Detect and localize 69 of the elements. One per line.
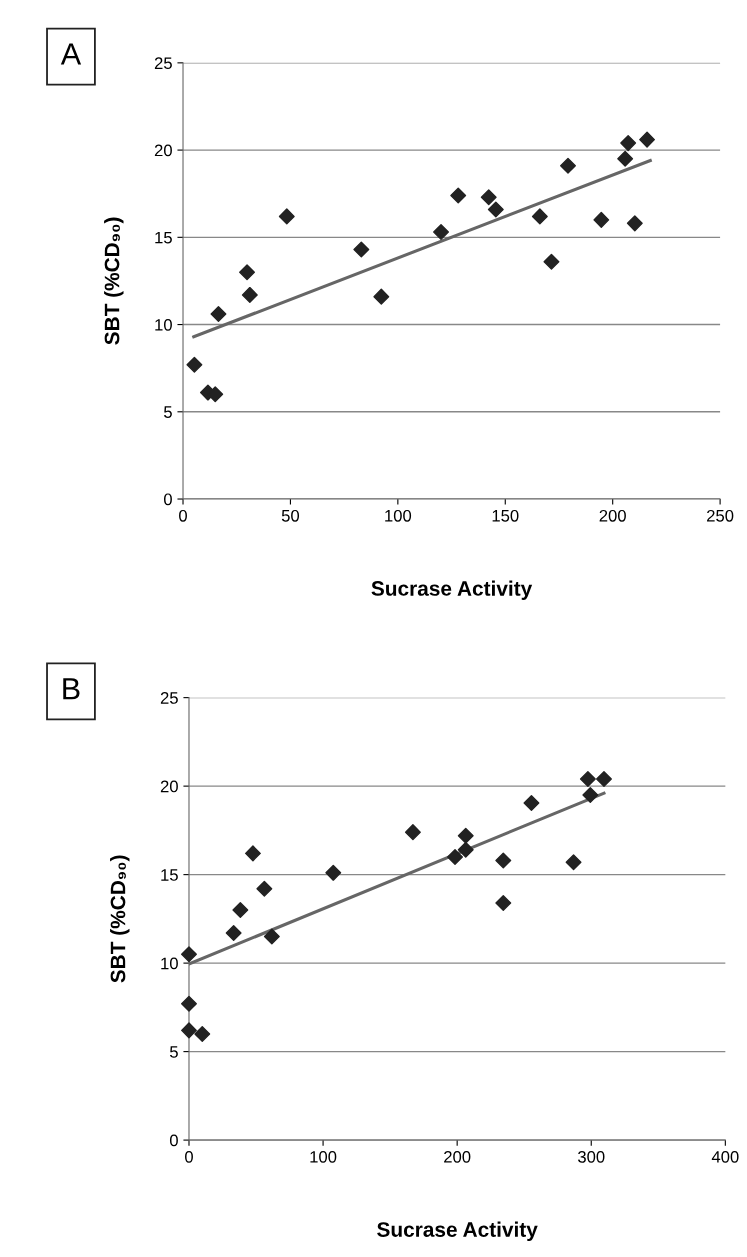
point — [639, 131, 656, 148]
y-tick-label: 0 — [169, 1134, 178, 1147]
point — [582, 786, 599, 803]
text: A — [60, 43, 82, 65]
point — [457, 827, 474, 844]
point — [433, 224, 450, 241]
point — [531, 208, 548, 225]
point — [565, 854, 582, 871]
point — [353, 241, 370, 258]
point — [596, 771, 612, 788]
point — [617, 150, 634, 167]
x-tick-label: 50 — [281, 509, 300, 522]
point — [194, 1025, 211, 1042]
x-tick-label: 100 — [385, 509, 412, 522]
point — [186, 356, 203, 373]
x-tick-label: 150 — [492, 509, 519, 522]
point — [263, 928, 280, 945]
y-axis-title: SBT (%CD₉₀) — [104, 217, 124, 345]
point — [239, 264, 256, 281]
y-axis-title: SBT (%CD₉₀) — [110, 855, 130, 983]
point — [495, 894, 512, 911]
x-tick-label: 200 — [599, 509, 626, 522]
point — [404, 824, 421, 841]
text: B — [63, 678, 80, 700]
point — [523, 794, 540, 811]
point — [232, 902, 249, 918]
point — [579, 771, 596, 788]
point — [181, 1022, 197, 1039]
point — [593, 211, 610, 228]
y-tick-label: 10 — [155, 318, 172, 331]
point — [560, 157, 576, 174]
point — [447, 848, 463, 865]
point — [495, 852, 512, 869]
point — [278, 208, 295, 225]
point — [457, 841, 474, 858]
y-tick-label: 0 — [163, 493, 172, 506]
x-axis-title: Sucrase Activity — [377, 1221, 538, 1242]
point — [626, 215, 643, 232]
point — [543, 253, 560, 270]
point — [241, 286, 258, 303]
y-tick-label: 5 — [164, 406, 172, 418]
point — [181, 946, 197, 963]
point — [620, 135, 637, 152]
point — [210, 306, 227, 323]
y-tick-label: 20 — [154, 144, 172, 157]
y-tick-label: 25 — [160, 692, 178, 704]
x-tick-label: 100 — [310, 1150, 337, 1163]
point — [480, 189, 497, 206]
point — [225, 925, 242, 942]
y-tick-label: 20 — [160, 780, 178, 793]
y-tick-label: 5 — [169, 1046, 178, 1058]
x-tick-label: 0 — [185, 1150, 193, 1163]
x-tick-label: 300 — [577, 1150, 605, 1163]
x-axis-title: Sucrase Activity — [371, 580, 533, 600]
point — [450, 187, 467, 204]
y-tick-label: 25 — [154, 57, 172, 70]
point — [373, 288, 390, 305]
x-tick-label: 400 — [711, 1150, 739, 1163]
point — [244, 845, 261, 862]
point — [325, 864, 342, 881]
point — [181, 995, 197, 1012]
y-tick-label: 15 — [161, 869, 178, 881]
x-tick-label: 250 — [707, 509, 734, 522]
x-tick-label: 0 — [179, 509, 187, 522]
y-tick-label: 10 — [161, 957, 178, 970]
y-tick-label: 15 — [155, 231, 172, 244]
point — [487, 201, 504, 218]
x-tick-label: 200 — [444, 1150, 471, 1163]
point — [256, 880, 273, 897]
